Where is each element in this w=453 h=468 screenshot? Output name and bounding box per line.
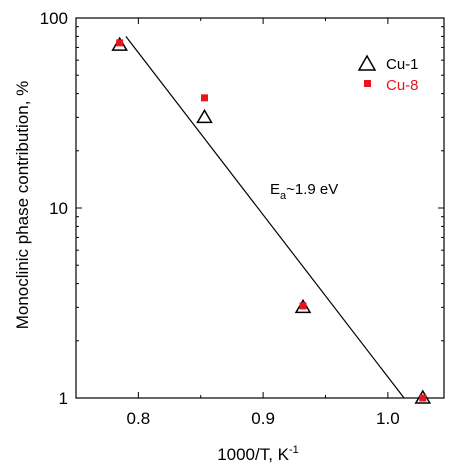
annotation-subscript: a <box>280 190 287 202</box>
axes <box>75 17 445 399</box>
x-tick-label: 1.0 <box>376 409 400 428</box>
legend-marker-cu-1 <box>357 54 377 71</box>
x-tick-label: 0.9 <box>251 409 275 428</box>
data-point-cu-8 <box>299 302 307 310</box>
data-point-cu-8 <box>200 94 208 102</box>
legend-label-cu-1: Cu-1 <box>386 56 419 73</box>
x-axis-title-superscript: -1 <box>289 444 299 456</box>
y-axis-title: Monoclinic phase contribution, % <box>13 81 32 330</box>
annotation-prefix: E <box>270 181 280 198</box>
ticks: 0.8 0.9 1.0 1 10 100 <box>40 9 444 428</box>
legend-label-cu-8: Cu-8 <box>386 77 419 94</box>
x-tick-label: 0.8 <box>127 409 151 428</box>
fit-line <box>125 36 405 399</box>
x-axis-title-main: 1000/T, K <box>217 445 289 464</box>
y-tick-label: 100 <box>40 9 68 28</box>
activation-energy-annotation: Ea~1.9 eV <box>270 181 338 202</box>
legend-marker-cu-8 <box>364 80 371 87</box>
y-tick-label: 10 <box>49 199 68 218</box>
data-point-cu-1 <box>196 108 213 124</box>
data-point-cu-8 <box>116 39 124 47</box>
y-tick-label: 1 <box>59 389 68 408</box>
x-axis-title: 1000/T, K-1 <box>217 444 299 464</box>
data-point-cu-8 <box>419 394 427 402</box>
data-marks <box>111 36 432 404</box>
plot-frame <box>75 17 445 399</box>
annotation-suffix: ~1.9 eV <box>286 181 338 198</box>
fit-line-layer <box>125 36 405 399</box>
legend: Cu-1 Cu-8 <box>357 54 419 94</box>
